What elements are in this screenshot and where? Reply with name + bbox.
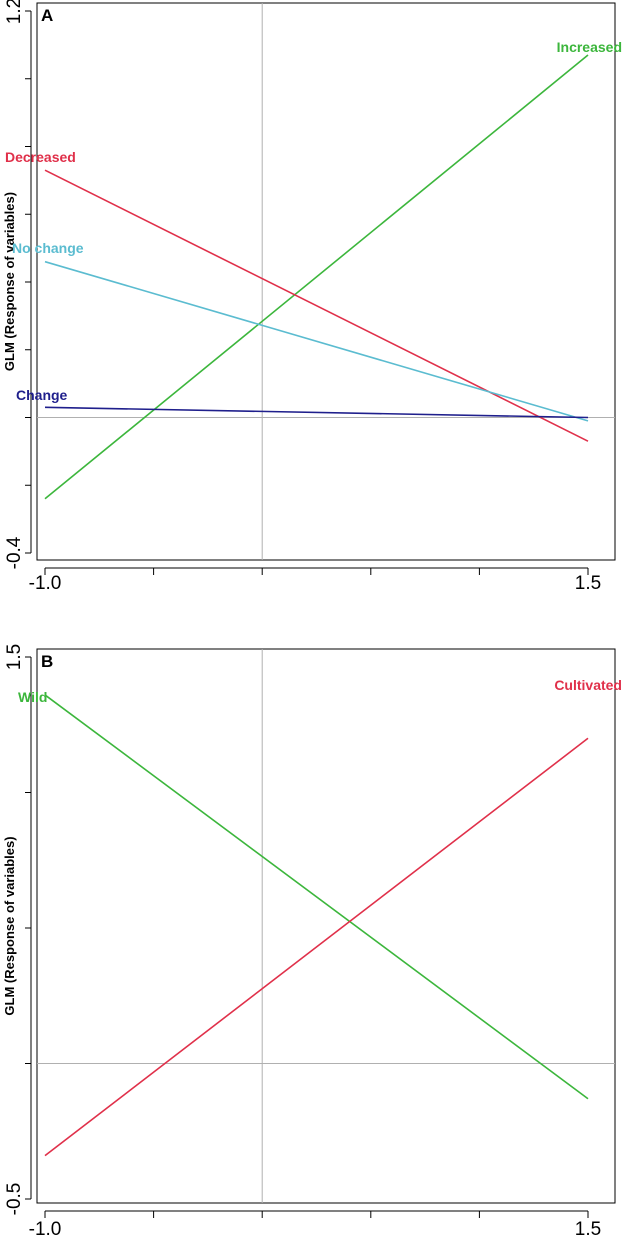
- x-tick-label-max: 1.5: [575, 1219, 601, 1240]
- chart-panel-a: -1.0 1.5 -0.4 1.2 GLM (Response of variables…: [2, 0, 622, 594]
- y-axis-title: GLM (Response of variables): [2, 836, 17, 1015]
- series-label-decreased: Decreased: [5, 149, 76, 165]
- series-line-no-change: [44, 260, 589, 422]
- series-label-cultivated: Cultivated: [554, 677, 622, 693]
- x-tick-label-min: -1.0: [29, 573, 62, 594]
- y-axis-title: GLM (Response of variables): [2, 192, 17, 371]
- series-label-no-change: No change: [12, 240, 84, 256]
- series-label-change: Change: [16, 387, 68, 403]
- series-label-wild: Wild: [18, 689, 47, 705]
- x-tick-label-max: 1.5: [575, 573, 601, 594]
- y-tick-label-max: 1.5: [4, 644, 25, 670]
- y-tick-label-min: -0.4: [4, 536, 25, 569]
- panel-label: A: [41, 6, 53, 25]
- y-tick-label-min: -0.5: [4, 1183, 25, 1216]
- series-line-wild: [44, 694, 589, 1100]
- chart-panel-b: -1.0 1.5 -0.5 1.5 GLM (Response of variables…: [2, 644, 622, 1240]
- panel-label: B: [41, 652, 53, 671]
- series-line-change: [44, 406, 589, 419]
- x-tick-label-min: -1.0: [29, 1219, 62, 1240]
- plot-frame: [36, 2, 616, 561]
- series-label-increased: Increased: [557, 39, 622, 55]
- series-line-cultivated: [44, 737, 589, 1157]
- plot-frame: [36, 648, 616, 1204]
- y-tick-label-max: 1.2: [4, 0, 25, 24]
- series-line-increased: [44, 54, 589, 500]
- series-line-decreased: [44, 169, 589, 442]
